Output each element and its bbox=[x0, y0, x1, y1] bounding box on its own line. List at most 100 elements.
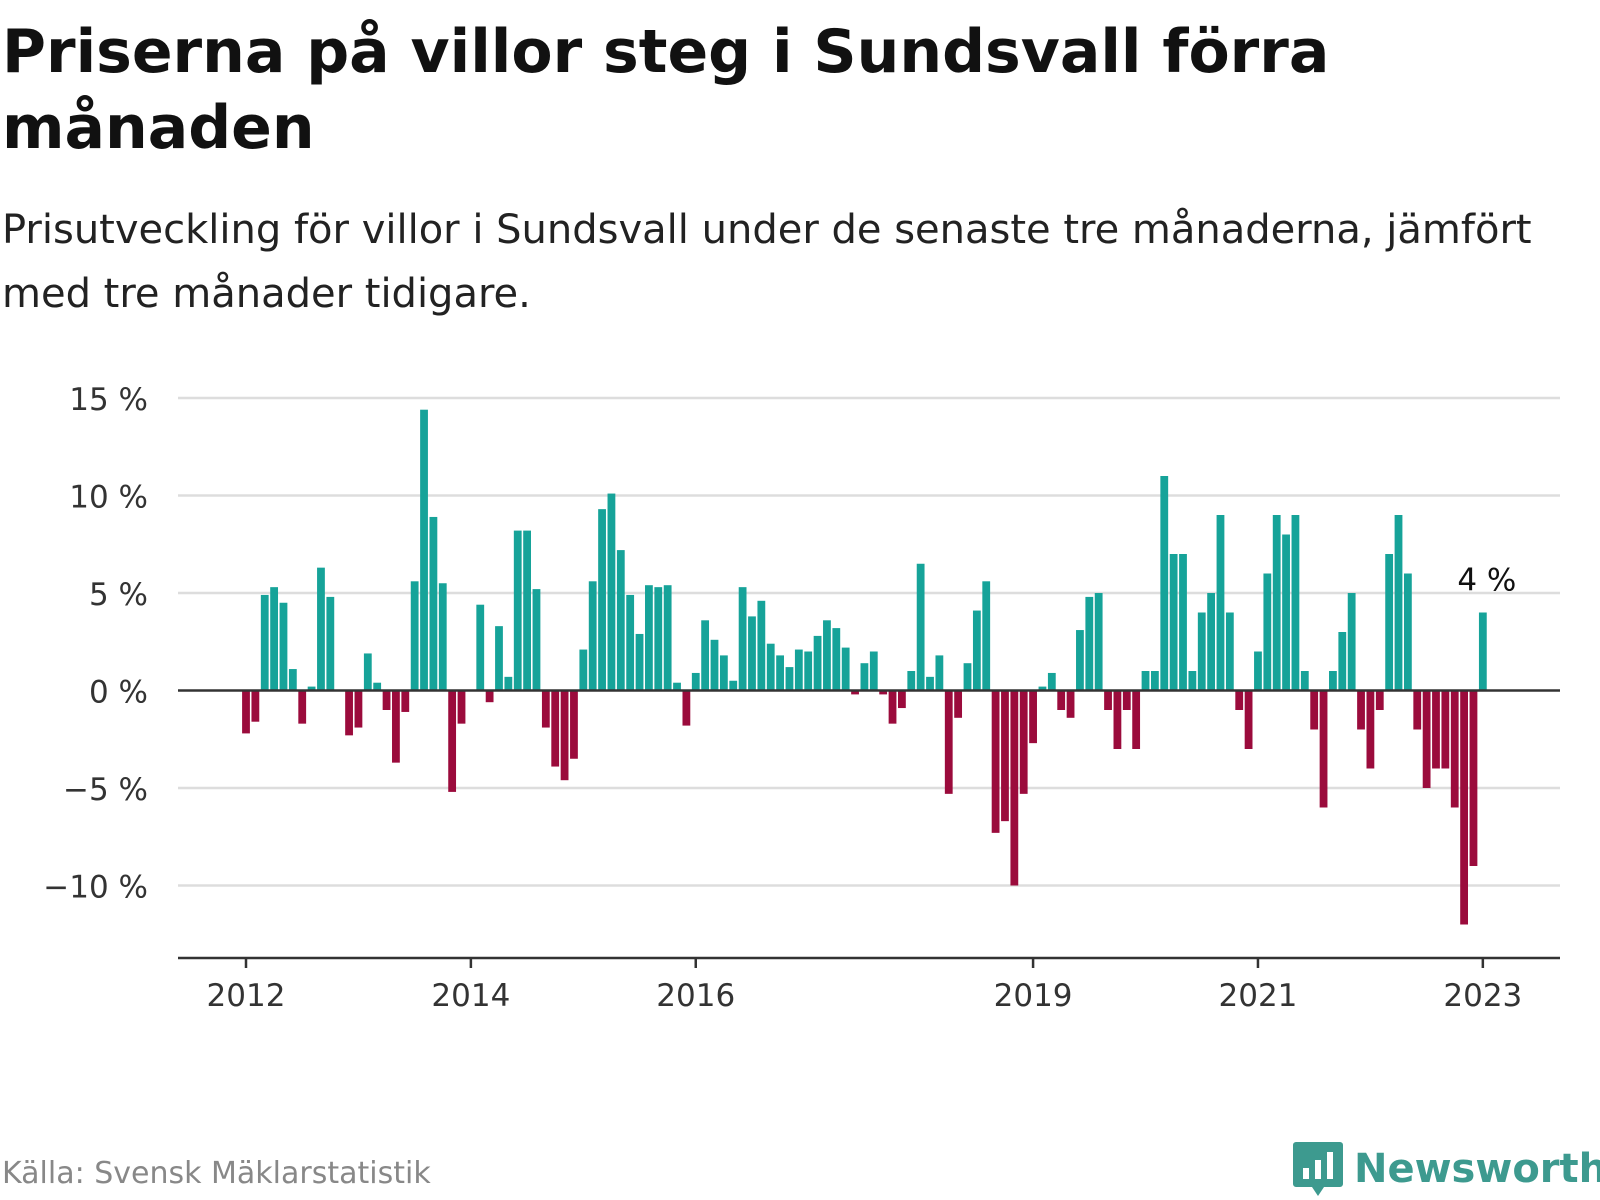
bar-chart: 15 % 10 % 5 % 0 % −5 % −10 % 2012 2014 2016 2019… bbox=[43, 382, 1560, 1014]
x-tick-label: 2019 bbox=[994, 978, 1073, 1014]
bar bbox=[251, 690, 260, 722]
source-note: Källa: Svensk Mäklarstatistik bbox=[2, 1156, 431, 1191]
bar bbox=[570, 690, 578, 759]
bar bbox=[1122, 690, 1131, 710]
bar bbox=[513, 530, 522, 691]
bar bbox=[823, 620, 831, 691]
bar bbox=[907, 671, 916, 691]
bar bbox=[242, 690, 250, 734]
bar bbox=[1094, 593, 1103, 691]
bar bbox=[457, 690, 466, 724]
bar bbox=[926, 676, 934, 691]
bar bbox=[1291, 515, 1300, 691]
bar bbox=[1001, 690, 1009, 822]
x-tick-label: 2012 bbox=[207, 978, 286, 1014]
bar bbox=[1179, 554, 1187, 691]
logo-text: Newsworthy bbox=[1354, 1146, 1600, 1192]
annotation-label: 4 % bbox=[1457, 563, 1516, 599]
bar bbox=[626, 594, 635, 691]
bar bbox=[851, 690, 859, 695]
bar bbox=[1038, 686, 1047, 691]
bar bbox=[1160, 476, 1169, 691]
bar bbox=[813, 635, 822, 691]
bar bbox=[579, 649, 588, 691]
bar bbox=[279, 602, 288, 691]
bar bbox=[260, 594, 269, 691]
bar bbox=[1338, 632, 1347, 691]
bar bbox=[832, 628, 841, 691]
bar bbox=[1319, 690, 1328, 808]
bar bbox=[1432, 690, 1440, 769]
bar bbox=[916, 563, 925, 691]
chart-subtitle: Prisutveckling för villor i Sundsvall un… bbox=[2, 207, 1532, 317]
bar bbox=[551, 690, 560, 767]
bar bbox=[1066, 690, 1075, 718]
bar bbox=[1113, 690, 1122, 749]
bar bbox=[710, 639, 719, 691]
bar bbox=[363, 653, 372, 691]
y-tick-label: 5 % bbox=[89, 577, 148, 613]
y-tick-label: −10 % bbox=[43, 870, 148, 906]
y-tick-label: −5 % bbox=[63, 772, 148, 808]
bar bbox=[485, 690, 494, 703]
bar bbox=[523, 530, 531, 691]
newsworthy-logo: Newsworthy bbox=[1292, 1140, 1600, 1198]
bar bbox=[898, 690, 906, 709]
bar bbox=[860, 663, 869, 691]
bar bbox=[1019, 690, 1028, 794]
bar bbox=[701, 620, 710, 691]
bar bbox=[1375, 690, 1384, 710]
bar bbox=[1057, 690, 1066, 710]
bar bbox=[1076, 630, 1084, 691]
bar bbox=[607, 493, 616, 691]
bar bbox=[935, 655, 944, 691]
bar bbox=[1169, 554, 1178, 691]
bar bbox=[963, 663, 972, 691]
bar bbox=[495, 626, 503, 691]
bar bbox=[673, 682, 681, 691]
bar bbox=[1385, 554, 1394, 691]
bar bbox=[757, 600, 766, 691]
bar bbox=[1207, 593, 1216, 691]
bar bbox=[1029, 690, 1037, 744]
bar bbox=[1329, 671, 1337, 691]
bar bbox=[1450, 690, 1459, 808]
bar bbox=[588, 581, 597, 691]
bar bbox=[729, 680, 738, 691]
bar bbox=[991, 690, 1000, 833]
y-tick-label: 10 % bbox=[69, 480, 148, 516]
bar bbox=[804, 651, 813, 691]
x-tick-label: 2014 bbox=[431, 978, 510, 1014]
bar bbox=[1188, 671, 1197, 691]
bar bbox=[420, 409, 428, 691]
bar bbox=[1347, 593, 1356, 691]
y-tick-label: 0 % bbox=[89, 675, 148, 711]
bar bbox=[541, 690, 550, 728]
bar-chart-speech-bubble-icon bbox=[1293, 1142, 1343, 1196]
bar bbox=[373, 682, 382, 691]
bar bbox=[1132, 690, 1141, 749]
grid-lines bbox=[178, 396, 1560, 887]
annotations: 4 % bbox=[1457, 563, 1516, 599]
bar bbox=[354, 690, 363, 728]
bar bbox=[476, 604, 485, 691]
bar bbox=[654, 587, 663, 691]
x-tick-label: 2016 bbox=[656, 978, 735, 1014]
bar bbox=[401, 690, 410, 712]
bar bbox=[1254, 651, 1262, 691]
bar bbox=[1263, 573, 1272, 691]
bar bbox=[1272, 515, 1281, 691]
bar bbox=[307, 686, 316, 691]
bar bbox=[504, 676, 513, 691]
bar bbox=[748, 616, 756, 691]
bar bbox=[691, 672, 700, 691]
bar bbox=[410, 581, 419, 691]
bar bbox=[1141, 671, 1150, 691]
bar bbox=[326, 596, 335, 691]
bar bbox=[1469, 690, 1478, 866]
bar bbox=[392, 690, 400, 763]
bar bbox=[888, 690, 897, 724]
bar bbox=[682, 690, 691, 726]
bar bbox=[429, 516, 438, 691]
bar bbox=[1225, 612, 1234, 691]
